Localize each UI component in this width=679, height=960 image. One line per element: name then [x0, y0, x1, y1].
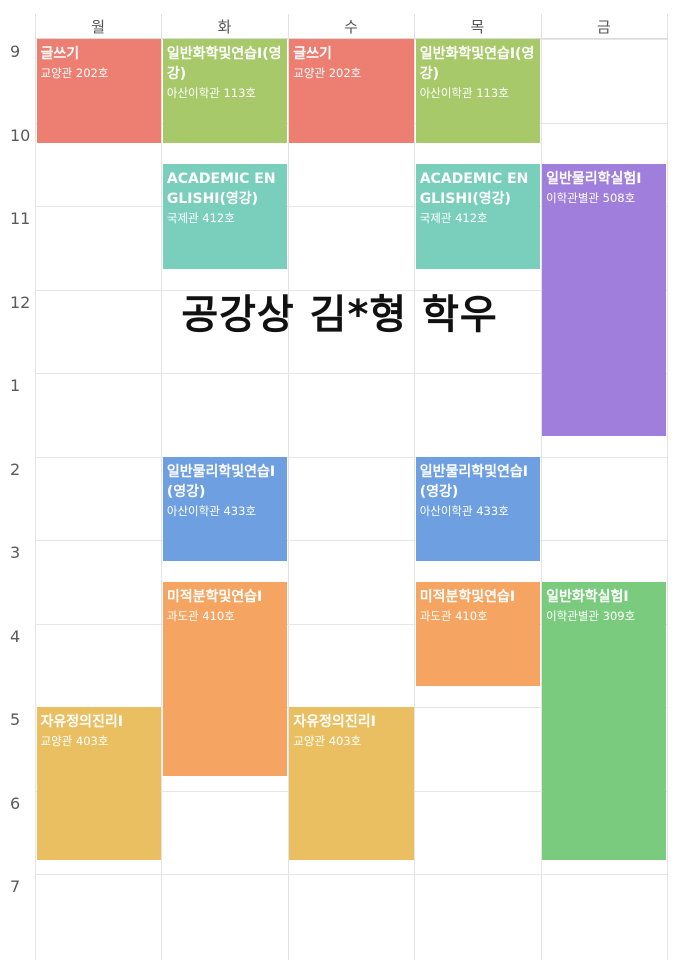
course-room: 국제관 412호 [419, 211, 488, 226]
course-room: 교양관 202호 [293, 66, 362, 80]
hour-label: 4 [10, 626, 21, 646]
hour-label: 10 [10, 125, 31, 145]
course-title: 일반화학및연습I(영강) [166, 46, 282, 82]
course-block[interactable]: ACADEMIC ENGLISHI(영강) 국제관 412호 [162, 164, 288, 269]
hour-label: 7 [10, 877, 21, 896]
hour-divider [35, 623, 667, 625]
course-room: 과도관 410호 [166, 608, 235, 623]
column-divider [287, 14, 289, 960]
course-block[interactable]: 미적분학및연습I 과도관 410호 [162, 581, 288, 777]
hour-label: 1 [10, 376, 21, 395]
course-title: 글쓰기 [40, 46, 80, 62]
course-title: 자유정의진리I [40, 714, 124, 730]
hour-divider [35, 373, 667, 374]
course-block[interactable]: 일반화학실험I 이학관별관 309호 [542, 581, 667, 860]
course-room: 교양관 403호 [293, 734, 362, 748]
course-title: 일반물리학및연습I(영강) [166, 463, 276, 500]
course-title: ACADEMIC ENGLISHI(영강) [166, 171, 276, 208]
day-header: 금 [596, 18, 611, 36]
course-block[interactable]: 자유정의진리I 교양관 403호 [289, 707, 414, 860]
course-title: 일반물리학실험I [546, 171, 642, 188]
course-title: 미적분학및연습I [166, 588, 263, 605]
day-header: 화 [217, 18, 232, 36]
course-title: 일반화학실험I [546, 588, 629, 605]
day-header: 월 [91, 18, 106, 36]
column-divider [540, 14, 542, 960]
hour-label: 11 [10, 209, 31, 228]
hour-label: 9 [10, 42, 21, 61]
day-header: 목 [470, 18, 485, 36]
course-block[interactable]: 일반물리학실험I 이학관별관 508호 [542, 164, 667, 436]
hour-label: 2 [10, 459, 21, 479]
course-room: 아산이학관 433호 [419, 503, 509, 518]
course-block[interactable]: 일반물리학및연습I(영강) 아산이학관 433호 [162, 456, 288, 561]
hour-divider [35, 874, 667, 875]
hour-label: 5 [10, 710, 21, 729]
hour-label: 6 [10, 793, 21, 813]
column-divider [35, 14, 36, 960]
course-title: 자유정의진리I [293, 714, 376, 730]
course-title: 미적분학및연습I [419, 588, 516, 605]
hour-divider [35, 540, 667, 541]
course-room: 아산이학관 113호 [166, 86, 256, 100]
column-divider [161, 14, 163, 960]
course-room: 교양관 403호 [40, 734, 109, 748]
course-room: 이학관별관 309호 [546, 608, 636, 623]
course-block[interactable]: 자유정의진리I 교양관 403호 [36, 707, 161, 860]
hour-label: 12 [10, 292, 31, 312]
course-room: 교양관 202호 [40, 66, 109, 80]
course-title: ACADEMIC ENGLISHI(영강) [419, 171, 529, 208]
hour-divider [35, 206, 667, 207]
course-room: 아산이학관 113호 [419, 86, 509, 100]
course-block[interactable]: 일반물리학및연습I(영강) 아산이학관 433호 [415, 456, 541, 561]
course-title: 일반물리학및연습I(영강) [419, 463, 528, 500]
hour-divider [35, 456, 667, 458]
hour-divider [35, 289, 667, 291]
course-title: 글쓰기 [293, 46, 332, 62]
watermark-caption: 공강상 김*형 학우 [181, 292, 498, 338]
course-block[interactable]: 미적분학및연습I 과도관 410호 [415, 581, 541, 687]
course-room: 과도관 410호 [419, 608, 488, 623]
course-block[interactable]: 일반화학및연습I(영강) 아산이학관 113호 [415, 39, 541, 144]
day-header: 수 [344, 18, 358, 36]
header-divider [35, 38, 667, 39]
course-block[interactable]: ACADEMIC ENGLISHI(영강) 국제관 412호 [415, 164, 541, 269]
column-divider [414, 14, 416, 960]
course-room: 국제관 412호 [166, 211, 235, 226]
column-divider [667, 14, 668, 960]
course-title: 일반화학및연습I(영강) [419, 46, 535, 82]
course-block[interactable]: 일반화학및연습I(영강) 아산이학관 113호 [162, 39, 288, 144]
course-room: 이학관별관 508호 [546, 191, 636, 206]
hour-label: 3 [10, 543, 21, 562]
course-room: 아산이학관 433호 [166, 503, 256, 518]
